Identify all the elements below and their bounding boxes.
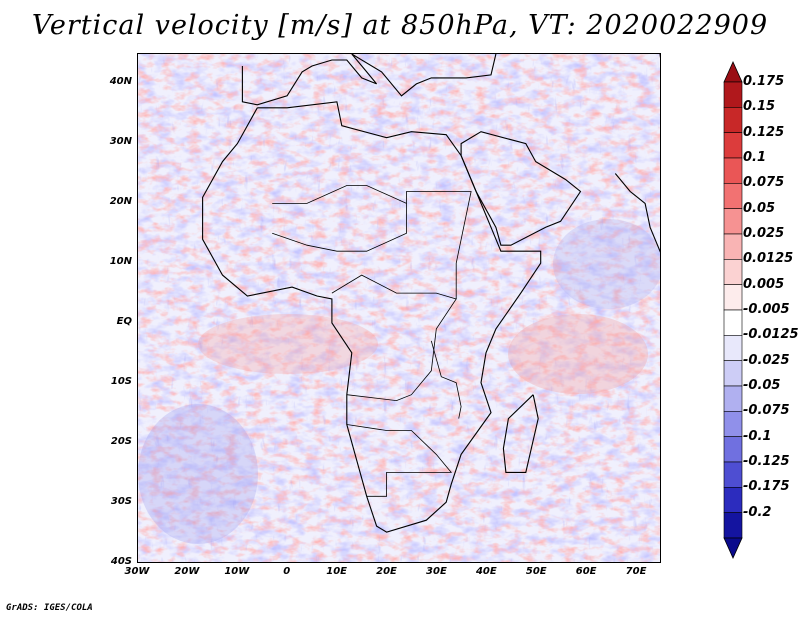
colorbar-level-label: 0.05 xyxy=(743,200,776,216)
iberia-europe-outline xyxy=(241,54,497,106)
descent-region-atlantic xyxy=(138,404,258,544)
lon-tick-label: 10W xyxy=(224,566,250,577)
colorbar-level-label: -0.2 xyxy=(743,504,772,520)
lon-tick-label: 0 xyxy=(283,566,291,577)
lat-tick-label: 30S xyxy=(110,496,132,507)
colorbar-level-label: 0.1 xyxy=(743,150,767,165)
colorbar-swatch xyxy=(723,335,743,361)
ascent-region-indian-ocean xyxy=(508,314,648,394)
colorbar-level-label: -0.075 xyxy=(743,403,790,419)
lon-tick-label: 40E xyxy=(475,566,497,577)
colorbar-swatch xyxy=(723,436,743,463)
colorbar-level-label: -0.05 xyxy=(743,378,781,393)
colorbar-swatch xyxy=(723,284,743,311)
colorbar-swatch xyxy=(723,487,743,513)
map-panel[interactable] xyxy=(137,53,661,563)
colorbar-swatch xyxy=(723,107,743,133)
colorbar-swatch xyxy=(723,81,743,108)
colorbar-bottom-arrow xyxy=(723,537,743,559)
lat-tick-label: 40N xyxy=(109,76,132,87)
colorbar-swatch xyxy=(723,411,743,437)
lat-tick-label: 20N xyxy=(109,196,132,207)
lon-tick-label: 10E xyxy=(326,566,347,577)
lon-tick-label: 50E xyxy=(525,566,547,577)
coastlines-and-borders xyxy=(202,54,660,533)
colorbar-top-arrow xyxy=(723,61,743,83)
footer-credit: GrADS: IGES/COLA xyxy=(6,603,93,613)
east-borders-outline xyxy=(406,191,472,299)
lon-tick-label: 30E xyxy=(426,566,447,577)
south-borders-outline xyxy=(346,424,453,497)
colorbar-swatch xyxy=(723,157,743,184)
colorbar-level-label: -0.125 xyxy=(743,454,790,469)
lon-tick-label: 70E xyxy=(625,566,647,577)
colorbar-swatch xyxy=(723,461,743,488)
madagascar-outline xyxy=(502,394,539,473)
lon-tick-label: 60E xyxy=(575,566,597,577)
field-streak-layer xyxy=(138,54,660,562)
colorbar-level-label: -0.175 xyxy=(743,479,790,495)
colorbar-swatch xyxy=(723,183,743,209)
ascent-region-gulf-of-guinea xyxy=(198,314,378,374)
lon-tick-label: 20E xyxy=(376,566,397,577)
colorbar-swatch xyxy=(723,309,743,336)
lat-tick-label: 10N xyxy=(109,256,132,267)
sahara-borders-outline xyxy=(272,185,407,252)
lat-tick-label: EQ xyxy=(116,316,132,327)
colorbar-swatch xyxy=(723,512,743,539)
rift-lakes-outline xyxy=(430,340,462,419)
colorbar-level-label: 0.15 xyxy=(743,99,776,115)
lat-tick-label: 40S xyxy=(110,556,132,567)
velocity-field-map xyxy=(138,54,660,562)
colorbar-level-label: 0.175 xyxy=(743,74,785,89)
descent-region-arabian-sea xyxy=(553,219,660,309)
colorbar-level-label: 0.005 xyxy=(743,276,785,292)
colorbar-level-label: -0.005 xyxy=(743,302,790,317)
colorbar-level-label: 0.025 xyxy=(743,226,785,241)
lat-tick-label: 30N xyxy=(109,136,132,147)
colorbar-level-label: 0.125 xyxy=(743,124,785,140)
lon-tick-label: 30W xyxy=(124,566,150,577)
colorbar-swatch xyxy=(723,259,743,285)
colorbar-level-label: -0.025 xyxy=(743,352,790,368)
india-outline xyxy=(614,54,660,253)
plot-title: Vertical velocity [m/s] at 850hPa, VT: 2… xyxy=(31,10,769,41)
colorbar-swatch xyxy=(723,233,743,260)
lat-tick-label: 10S xyxy=(110,376,132,387)
colorbar-swatch xyxy=(723,208,743,235)
africa-coast-outline xyxy=(202,101,542,533)
colorbar-level-label: -0.0125 xyxy=(743,327,799,343)
colorbar-swatch xyxy=(723,385,743,412)
arabia-outline xyxy=(460,131,582,246)
colorbar xyxy=(723,61,743,559)
lat-tick-label: 20S xyxy=(110,436,132,447)
colorbar-swatch xyxy=(723,132,743,159)
central-borders-outline xyxy=(331,274,457,402)
colorbar-level-label: -0.1 xyxy=(743,428,772,444)
lon-tick-label: 20W xyxy=(174,566,200,577)
colorbar-level-label: 0.075 xyxy=(743,175,785,191)
colorbar-level-label: 0.0125 xyxy=(743,251,794,267)
colorbar-swatch xyxy=(723,360,743,387)
